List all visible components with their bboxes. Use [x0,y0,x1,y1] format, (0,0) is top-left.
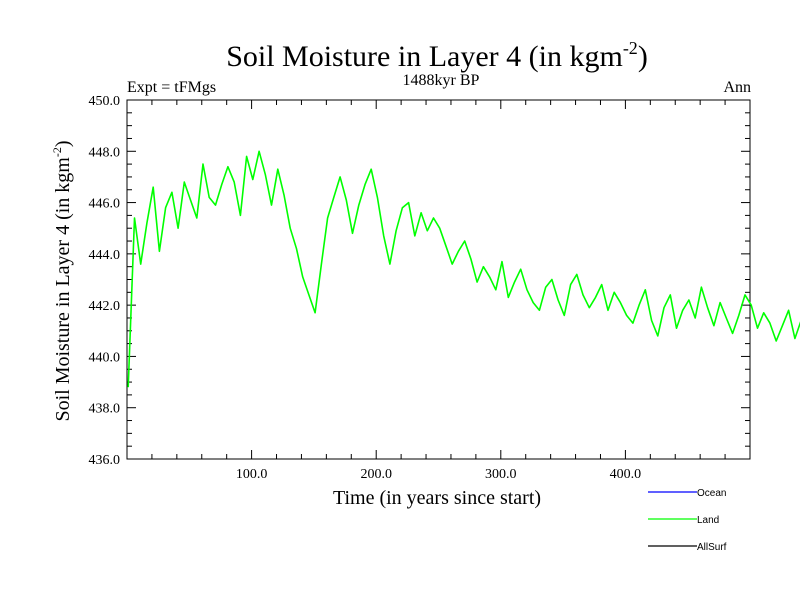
y-axis: 436.0 438.0 440.0 442.0 444.0 446.0 448.0 450.0 [89,94,750,468]
series-line-land [127,150,800,388]
season-label: Ann [723,79,751,96]
y-axis-title-main: Soil Moisture in Layer 4 (in kgm [52,157,74,422]
legend-label-ocean: Ocean [697,488,726,499]
y-tick-label: 446.0 [89,197,121,212]
x-tick-label: 100.0 [236,467,268,482]
y-axis-title: Soil Moisture in Layer 4 (in kgm-2) [50,140,74,421]
experiment-label: Expt = tFMgs [127,79,216,96]
series-layer [127,150,800,388]
legend: Ocean Land AllSurf [648,488,727,553]
chart-subtitle: 1488kyr BP [403,72,480,89]
legend-label-allsurf: AllSurf [697,542,727,553]
chart-title-superscript: -2 [623,38,638,58]
y-tick-label: 438.0 [89,402,121,417]
y-tick-label: 440.0 [89,350,121,365]
chart-title-main: Soil Moisture in Layer 4 (in kgm [226,40,623,73]
x-axis: 100.0 200.0 300.0 400.0 [151,100,726,482]
y-tick-label: 444.0 [89,248,121,263]
x-axis-title: Time (in years since start) [333,487,541,509]
y-tick-label: 442.0 [89,299,121,314]
y-tick-label: 436.0 [89,453,121,468]
chart-title-close: ) [638,40,648,73]
chart-title: Soil Moisture in Layer 4 (in kgm-2) [226,38,648,73]
x-tick-label: 200.0 [360,467,392,482]
y-axis-title-close: ) [52,140,74,147]
y-tick-label: 450.0 [89,94,121,109]
y-axis-title-superscript: -2 [50,147,64,157]
legend-label-land: Land [697,515,719,526]
x-tick-label: 400.0 [610,467,642,482]
y-tick-label: 448.0 [89,145,121,160]
x-tick-label: 300.0 [485,467,517,482]
